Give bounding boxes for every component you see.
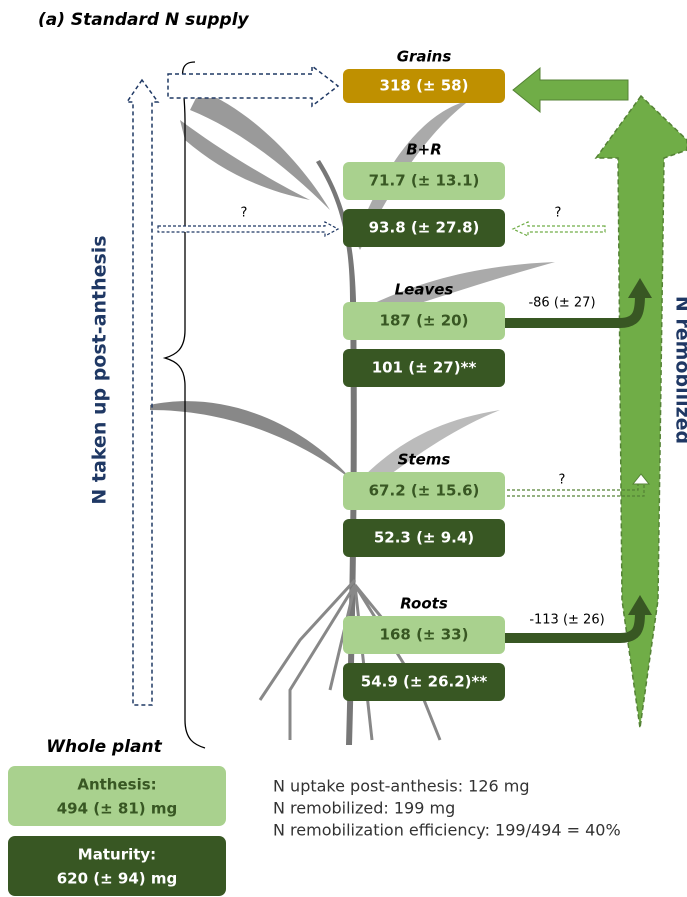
- right-side-label: N remobilized: [672, 296, 687, 444]
- flow-label: -86 (± 27): [528, 296, 595, 311]
- maturity-label: Maturity:: [78, 846, 156, 864]
- organ-value: 67.2 (± 15.6): [369, 482, 480, 500]
- left-side-label: N taken up post-anthesis: [89, 235, 111, 504]
- br-remob-arrow: [513, 222, 605, 236]
- remob-to-grains-arrow: [513, 68, 628, 112]
- summary-line: N remobilization efficiency: 199/494 = 4…: [273, 821, 621, 840]
- title: (a) Standard N supply: [38, 10, 250, 30]
- uptake-arrow: [127, 80, 158, 705]
- uptake-to-grains-arrow: [168, 66, 338, 106]
- summary-line: N uptake post-anthesis: 126 mg: [273, 777, 530, 796]
- organ-value: 71.7 (± 13.1): [369, 172, 480, 190]
- organ-value: 101 (± 27)**: [372, 359, 477, 377]
- organ-value: 318 (± 58): [380, 77, 469, 95]
- organ-name: Grains: [397, 48, 452, 66]
- summary-line: N remobilized: 199 mg: [273, 799, 455, 818]
- flow-label: -113 (± 26): [529, 613, 604, 628]
- diagram: (a) Standard N supply N taken up post-an…: [0, 0, 687, 897]
- organ-value: 54.9 (± 26.2)**: [361, 673, 488, 691]
- flow-label: ?: [559, 473, 566, 488]
- flow-label: ?: [241, 206, 248, 221]
- organ-name: Leaves: [395, 281, 454, 299]
- organ-name: B+R: [406, 141, 442, 159]
- organ-name: Roots: [400, 595, 448, 613]
- flow-label: ?: [555, 206, 562, 221]
- organ-value: 52.3 (± 9.4): [374, 529, 474, 547]
- whole-plant-title: Whole plant: [46, 737, 162, 757]
- organ-value: 187 (± 20): [380, 312, 469, 330]
- anthesis-value: 494 (± 81) mg: [57, 800, 178, 818]
- organ-value: 168 (± 33): [380, 626, 469, 644]
- organ-value: 93.8 (± 27.8): [369, 219, 480, 237]
- anthesis-label: Anthesis:: [77, 776, 156, 794]
- maturity-value: 620 (± 94) mg: [57, 870, 178, 888]
- organ-name: Stems: [398, 451, 451, 469]
